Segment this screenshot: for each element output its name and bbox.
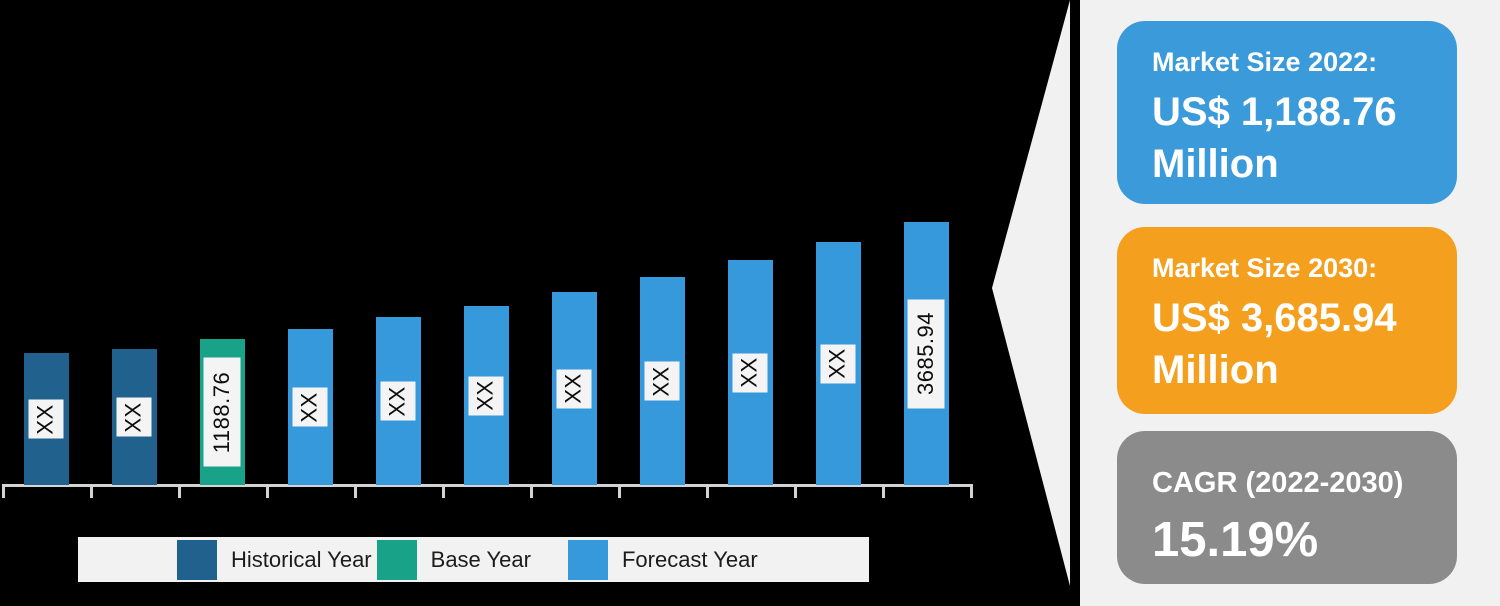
bar-value-label: XX bbox=[116, 397, 152, 437]
bar-value-label: XX bbox=[292, 387, 328, 427]
card-value: 15.19% bbox=[1152, 513, 1319, 567]
bar-forecast: XX bbox=[727, 260, 773, 485]
bar-value-label: 1188.76 bbox=[203, 357, 241, 467]
legend-item-forecast: Forecast Year bbox=[567, 539, 758, 580]
legend-item-base: Base Year bbox=[376, 539, 531, 580]
bar-value-text: XX bbox=[120, 401, 146, 433]
bar-value-text: XX bbox=[472, 380, 498, 411]
x-axis-tick bbox=[90, 484, 93, 498]
bar-forecast: XX bbox=[375, 317, 421, 485]
panel-pointer-icon bbox=[992, 0, 1070, 586]
bar-historical: XX bbox=[23, 353, 69, 485]
x-axis-tick bbox=[794, 484, 797, 498]
bar-value-label: XX bbox=[556, 369, 592, 408]
bar-base: 1188.76 bbox=[199, 339, 245, 485]
bar-value-text: XX bbox=[824, 348, 850, 379]
bar-chart: XX XX 1188.76 XX XX XX XX XX XX XX 3685.94 bbox=[2, 222, 973, 498]
legend-swatch-historical bbox=[177, 539, 217, 580]
bar-value-label: 3685.94 bbox=[907, 299, 945, 408]
x-axis-tick bbox=[618, 484, 621, 498]
legend-swatch-forecast bbox=[567, 539, 608, 580]
chart-legend: Historical Year Base Year Forecast Year bbox=[78, 537, 869, 582]
x-axis-tick bbox=[354, 484, 357, 498]
bar-value-text: XX bbox=[560, 373, 586, 404]
legend-label: Forecast Year bbox=[621, 546, 758, 572]
bar-forecast: XX bbox=[815, 242, 861, 485]
bar-value-text: XX bbox=[296, 391, 322, 423]
card-value: US$ 1,188.76 bbox=[1152, 90, 1397, 134]
x-axis-tick bbox=[178, 484, 181, 498]
summary-panel: Market Size 2022: US$ 1,188.76 Million Mark… bbox=[1080, 0, 1500, 606]
bar-value-text: XX bbox=[384, 385, 410, 417]
bar-value-text: XX bbox=[648, 365, 674, 397]
bar-value-text: 3685.94 bbox=[913, 311, 938, 396]
bar-forecast: XX bbox=[287, 329, 333, 485]
x-axis-tick bbox=[530, 484, 533, 498]
bar-value-label: XX bbox=[644, 361, 680, 401]
card-title: Market Size 2030: bbox=[1152, 253, 1378, 283]
market-size-2030-card: Market Size 2030: US$ 3,685.94 Million bbox=[1117, 227, 1457, 414]
x-axis-tick bbox=[706, 484, 709, 498]
bar-value-label: XX bbox=[820, 344, 856, 383]
bar-value-label: XX bbox=[468, 376, 504, 415]
bar-forecast: XX bbox=[639, 277, 685, 485]
x-axis-tick bbox=[2, 484, 5, 498]
bar-value-label: XX bbox=[28, 399, 64, 439]
bar-value-label: XX bbox=[732, 353, 768, 392]
legend-swatch-base bbox=[376, 539, 417, 580]
bar-value-text: XX bbox=[32, 403, 58, 435]
x-axis-tick bbox=[882, 484, 885, 498]
bar-forecast: 3685.94 bbox=[903, 222, 949, 485]
bar-forecast: XX bbox=[551, 292, 597, 485]
bar-value-text: XX bbox=[736, 357, 762, 388]
card-title: CAGR (2022-2030) bbox=[1152, 467, 1404, 499]
cagr-card: CAGR (2022-2030) 15.19% bbox=[1117, 431, 1457, 584]
market-size-2022-card: Market Size 2022: US$ 1,188.76 Million bbox=[1117, 21, 1457, 204]
x-axis-tick bbox=[970, 484, 973, 498]
card-value: US$ 3,685.94 bbox=[1152, 296, 1397, 340]
card-unit: Million bbox=[1152, 348, 1279, 392]
bar-value-label: XX bbox=[380, 381, 416, 421]
bar-value-text: 1188.76 bbox=[209, 371, 234, 453]
legend-label: Historical Year bbox=[231, 546, 372, 572]
x-axis-line bbox=[2, 484, 972, 487]
x-axis-tick bbox=[266, 484, 269, 498]
card-unit: Million bbox=[1152, 142, 1279, 186]
x-axis-tick bbox=[442, 484, 445, 498]
bar-forecast: XX bbox=[463, 306, 509, 485]
legend-label: Base Year bbox=[430, 546, 531, 572]
card-title: Market Size 2022: bbox=[1152, 47, 1378, 77]
bar-historical: XX bbox=[111, 349, 157, 485]
legend-item-historical: Historical Year bbox=[177, 539, 372, 580]
